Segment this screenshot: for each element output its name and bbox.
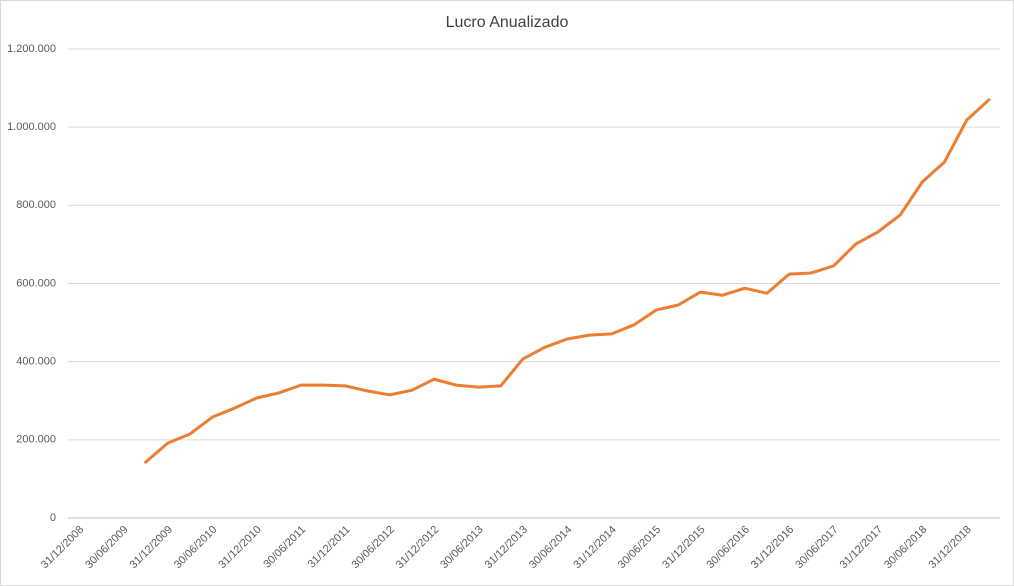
y-tick-label: 1.200.000 [7,43,56,55]
series-line [144,98,991,464]
y-tick-label: 600.000 [16,277,56,289]
y-tick-label: 800.000 [16,199,56,211]
y-tick-label: 0 [50,512,56,524]
y-tick-label: 400.000 [16,356,56,368]
chart-title: Lucro Anualizado [446,14,569,31]
y-tick-label: 200.000 [16,434,56,446]
y-tick-label: 1.000.000 [7,121,56,133]
